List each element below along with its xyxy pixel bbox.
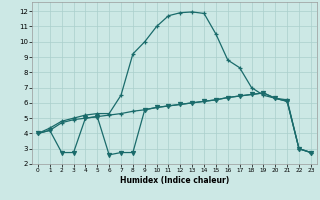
X-axis label: Humidex (Indice chaleur): Humidex (Indice chaleur) [120, 176, 229, 185]
